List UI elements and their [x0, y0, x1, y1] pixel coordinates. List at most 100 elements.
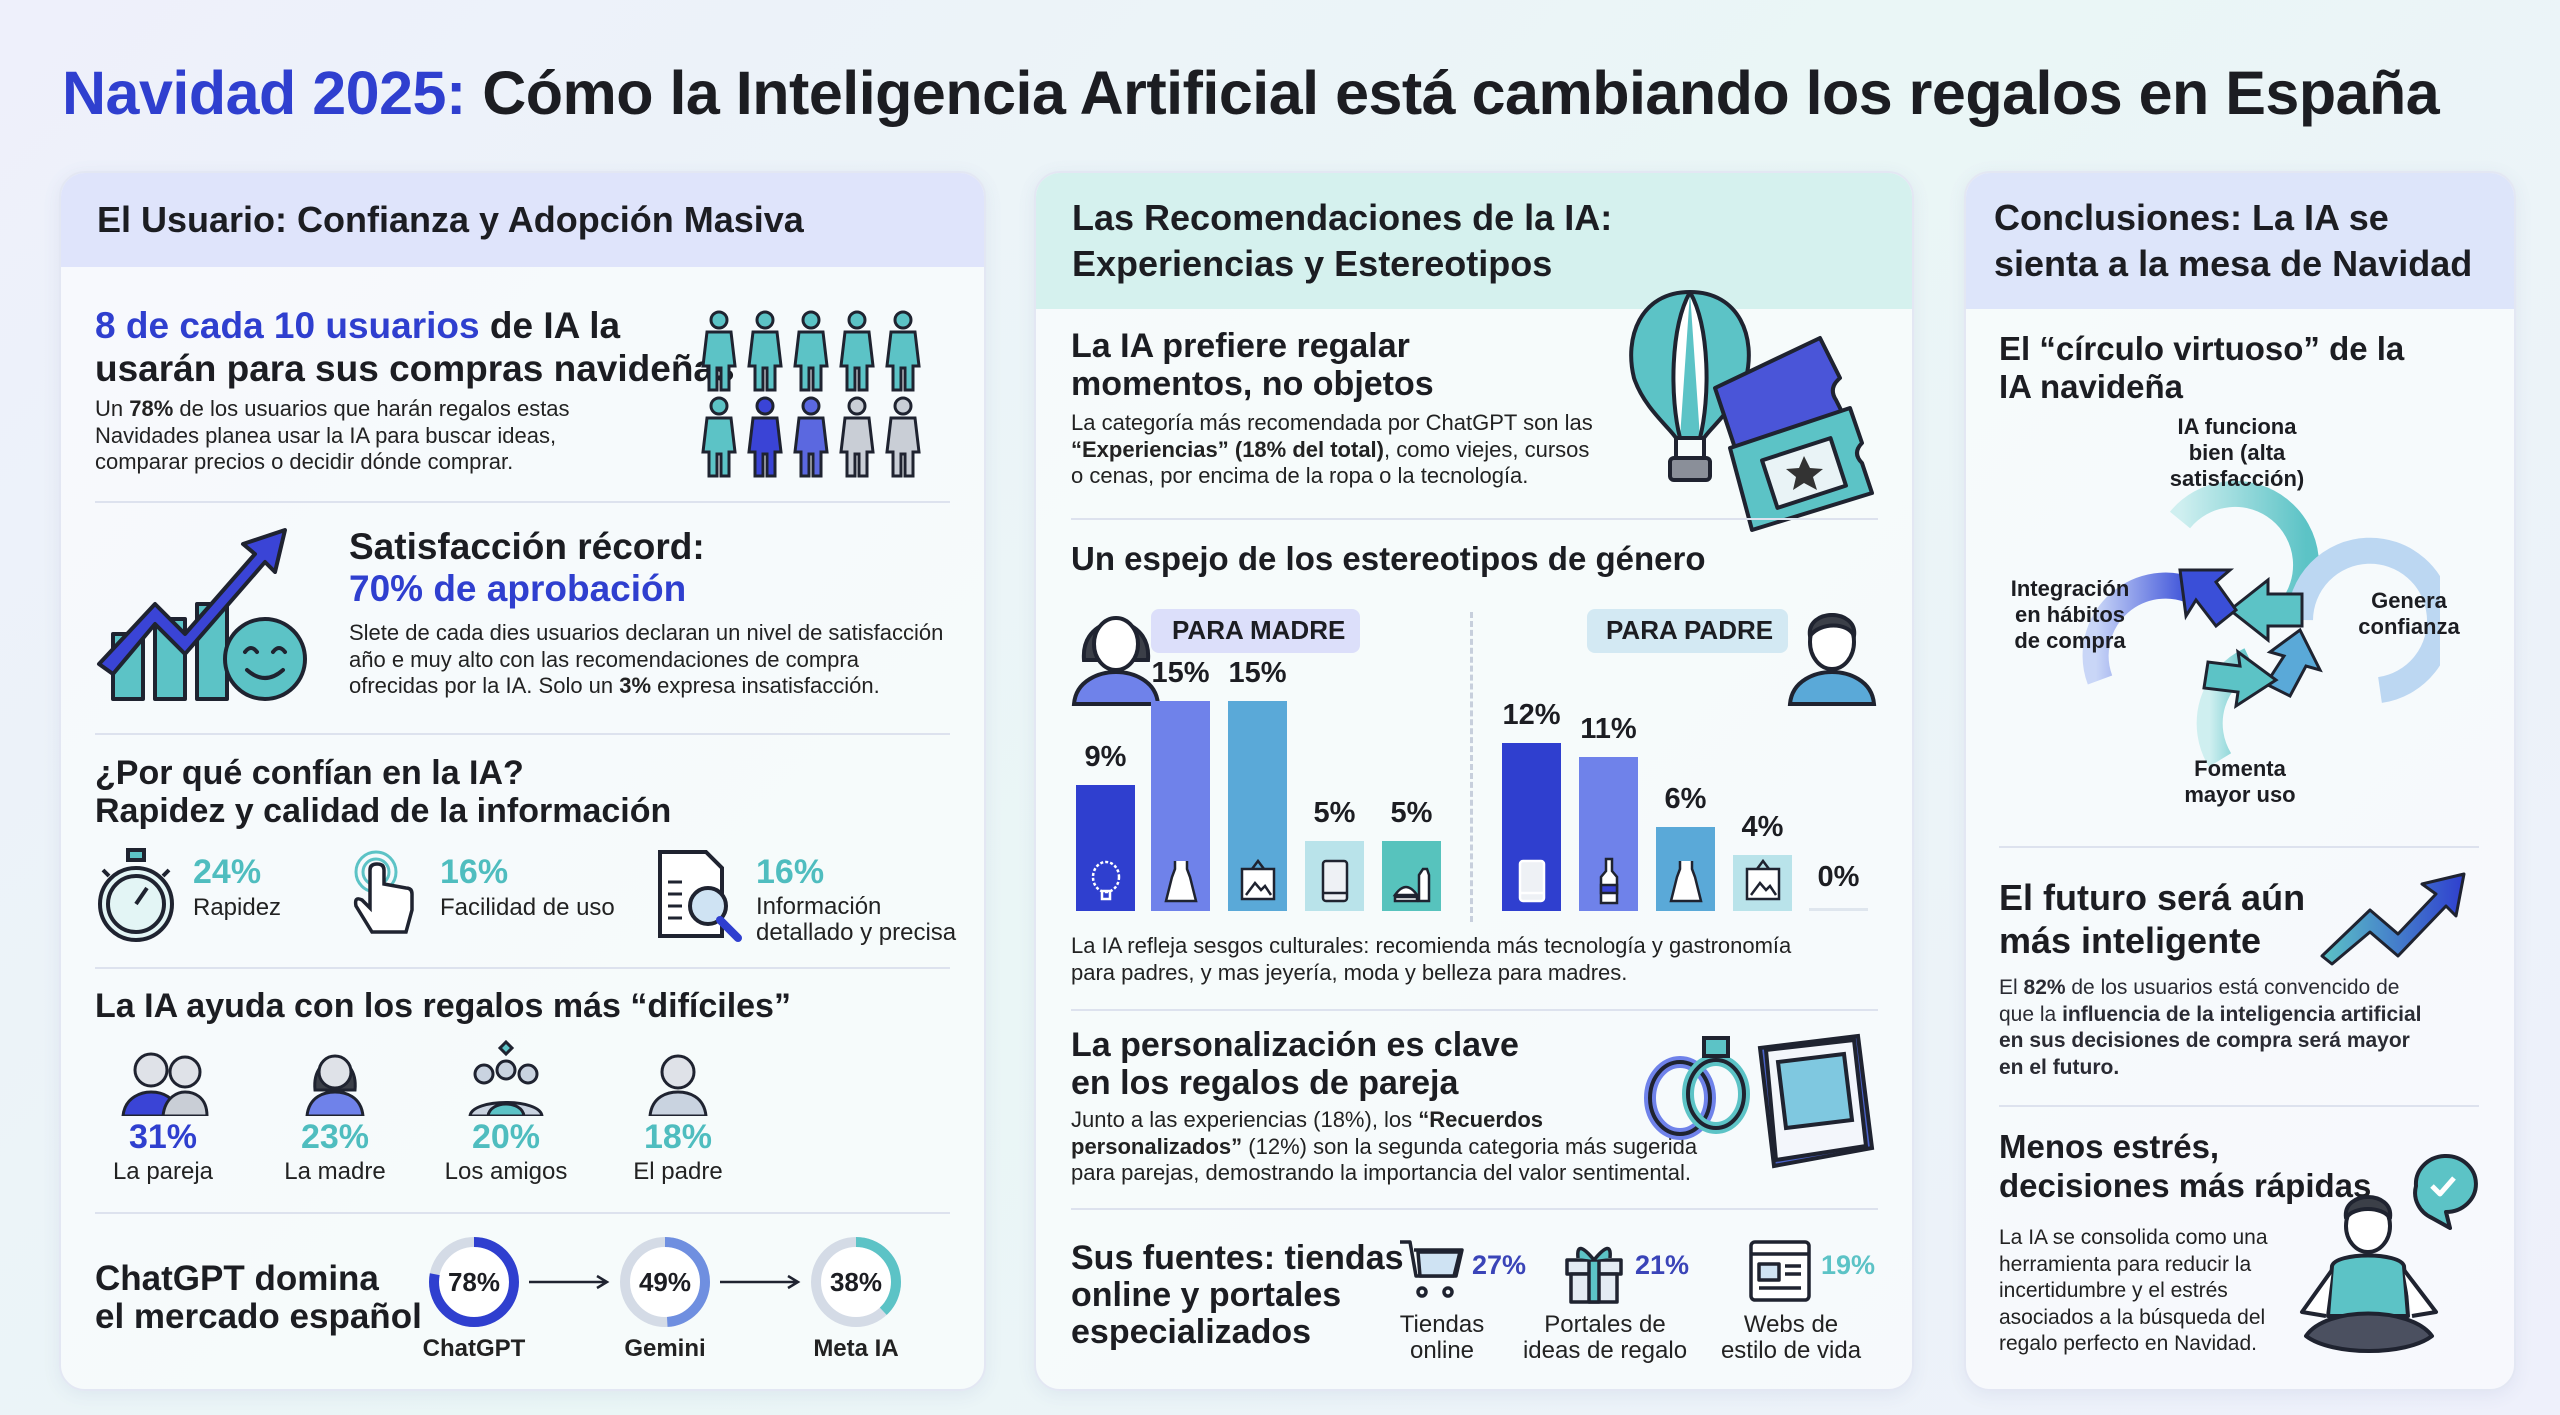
picture-icon [1240, 858, 1276, 901]
future-heading: El futuro será aún más inteligente [1999, 877, 2306, 961]
source-label: Webs de estilo de vida [1720, 1311, 1862, 1364]
cycle-step: Genera confianza [2358, 588, 2460, 639]
stereotypes-heading: Un espejo de los estereotipos de género [1071, 540, 1706, 577]
bar-value-label: 5% [1313, 797, 1356, 829]
experiences-heading: La IA prefiere regalar momentos, no obje… [1071, 327, 1434, 403]
divider [95, 967, 950, 969]
shopping-cart-icon [1400, 1240, 1464, 1298]
person-icon [839, 310, 875, 392]
trust-label: Información detallado y precisa [756, 893, 957, 946]
web-page-icon [1749, 1240, 1811, 1302]
man-avatar-icon [1787, 613, 1877, 706]
person-icon [793, 396, 829, 478]
dress-icon [1669, 861, 1703, 903]
bottle-icon [1599, 857, 1619, 905]
divider [1999, 846, 2479, 848]
sources-heading: Sus fuentes: tiendas online y portales e… [1071, 1239, 1404, 1351]
divider [1071, 518, 1878, 520]
bar-value-label: 12% [1502, 699, 1561, 731]
divider [1071, 1208, 1878, 1210]
bar-value-label: 11% [1580, 713, 1637, 745]
trust-value: 24% [193, 853, 262, 891]
cycle-heading: El “círculo virtuoso” de la IA navideña [1999, 330, 2405, 405]
chart-arrow-smiley-icon [97, 528, 307, 701]
source-value: 21% [1635, 1250, 1690, 1280]
person-icon [747, 310, 783, 392]
trust-label: Facilidad de uso [440, 894, 615, 921]
source-value: 19% [1821, 1250, 1876, 1280]
difficult-value: 18% [643, 1118, 713, 1156]
divider [95, 501, 950, 503]
person-icon [701, 396, 737, 478]
cycle-step: Fomenta mayor uso [2184, 756, 2296, 807]
panel-header: Conclusiones: La IA se sienta a la mesa … [1966, 173, 2514, 309]
phone-icon [1321, 859, 1349, 903]
woman-icon [305, 1054, 365, 1116]
virtuous-cycle-diagram [2082, 480, 2440, 767]
person-icon [793, 310, 829, 392]
source-value: 27% [1472, 1250, 1527, 1280]
person-icon [701, 310, 737, 392]
picture-icon [1745, 858, 1781, 901]
bar-value-label: 15% [1151, 657, 1210, 689]
person-icon [747, 396, 783, 478]
arrow-right-icon [720, 1274, 801, 1290]
father-group-label: PARA PADRE [1606, 615, 1774, 645]
donut-fill [429, 1237, 519, 1327]
meditating-person-icon [2300, 1154, 2478, 1353]
dress-icon [1164, 861, 1198, 903]
trust-label: Rapidez [193, 894, 282, 921]
arrow-right-icon [529, 1274, 610, 1290]
friends-icon [468, 1040, 544, 1116]
personal-heading: La personalización es clave en los regal… [1071, 1026, 1519, 1102]
panel-header: Las Recomendaciones de la IA: Experienci… [1036, 173, 1912, 309]
woman-avatar-icon [1071, 616, 1161, 706]
experiences-body: La categoría más recomendada por ChatGPT… [1071, 410, 1593, 488]
bar-value-label: 0% [1817, 861, 1860, 893]
donut-label: Meta IA [813, 1335, 899, 1362]
difficult-label: Los amigos [444, 1158, 568, 1185]
source-label: Portales de ideas de regalo [1522, 1311, 1688, 1364]
page-title: Navidad 2025: Cómo la Inteligencia Artif… [62, 59, 2440, 127]
bar-baseline [1809, 908, 1868, 911]
satisfaction-heading: Satisfacción récord: 70% de aprobación [349, 526, 705, 609]
people-grid-icon [701, 310, 921, 478]
source-label: Tiendas online [1399, 1311, 1485, 1364]
group-divider [1470, 612, 1473, 922]
donut-chatgpt [429, 1237, 519, 1327]
couple-icon [121, 1052, 209, 1116]
donut-meta-ia [811, 1237, 901, 1327]
donut-fill [620, 1237, 710, 1327]
bar-value-label: 4% [1741, 811, 1784, 843]
mother-label-pill [1151, 609, 1360, 653]
donut-value: 38% [829, 1267, 883, 1297]
stereotypes-caption: La IA refleja sesgos culturales: recomie… [1071, 933, 1792, 985]
donut-fill [811, 1237, 901, 1327]
gift-icon [1565, 1246, 1623, 1304]
divider [95, 1212, 950, 1214]
stress-heading: Menos estrés, decisiones más rápidas [1999, 1128, 2372, 1204]
necklace-icon [1091, 860, 1121, 901]
rings-photobook-icon [1644, 1033, 1875, 1169]
stopwatch-icon [98, 848, 174, 942]
adoption-body: Un 78% de los usuarios que harán regalos… [95, 396, 570, 474]
document-search-icon [658, 850, 742, 942]
person-icon [885, 396, 921, 478]
difficult-heading: La IA ayuda con los regalos más “difícil… [95, 987, 791, 1025]
donut-label: Gemini [624, 1335, 706, 1362]
donut-value: 78% [447, 1267, 501, 1297]
market-heading: ChatGPT domina el mercado español [95, 1259, 422, 1336]
personal-body: Junto a las experiencias (18%), los “Rec… [1071, 1107, 1698, 1185]
trend-arrow-icon [2320, 872, 2466, 966]
balloon-ticket-icon [1629, 290, 1874, 532]
divider [95, 733, 950, 735]
bar-value-label: 9% [1084, 741, 1127, 773]
donut-gemini [620, 1237, 710, 1327]
stress-body: La IA se consolida como una herramienta … [1999, 1226, 2268, 1355]
difficult-label: La madre [284, 1158, 386, 1185]
trust-value: 16% [756, 853, 825, 891]
panel-header: El Usuario: Confianza y Adopción Masiva [61, 173, 984, 267]
divider [1071, 1009, 1878, 1011]
mother-group-label: PARA MADRE [1172, 615, 1346, 645]
person-icon [885, 310, 921, 392]
